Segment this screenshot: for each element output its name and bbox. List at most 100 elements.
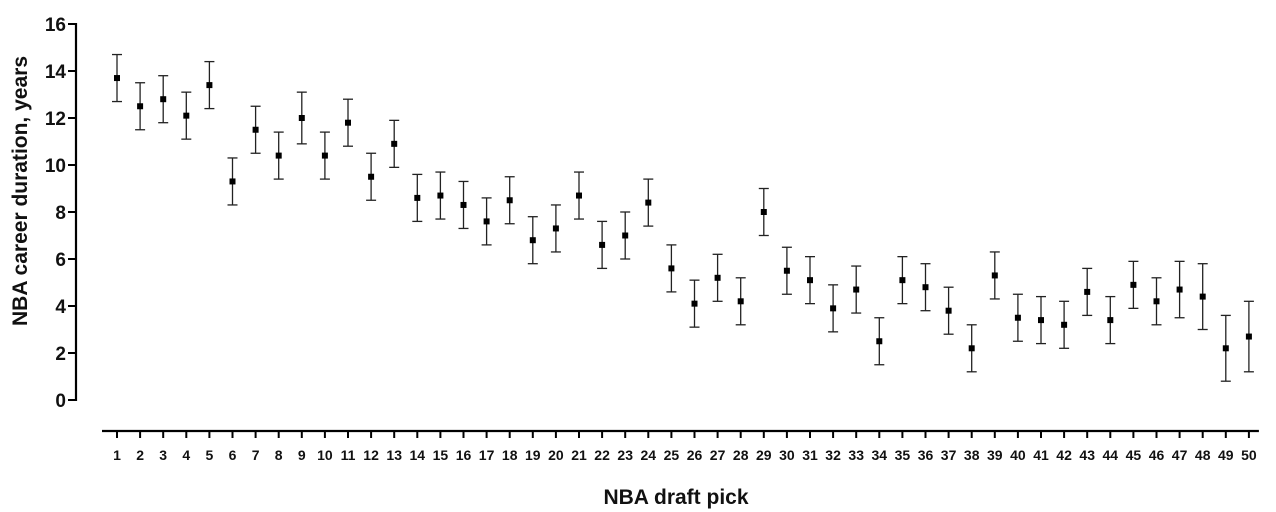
mean-marker: [275, 152, 282, 159]
x-tick-label: 44: [1103, 447, 1119, 463]
data-point: [181, 91, 192, 140]
data-point: [458, 180, 469, 230]
data-point: [435, 171, 446, 220]
x-tick-label: 18: [502, 447, 518, 463]
mean-marker: [529, 237, 536, 244]
data-point: [920, 263, 931, 312]
data-point: [897, 255, 908, 305]
x-tick-label: 38: [964, 447, 980, 463]
x-tick-label: 22: [594, 447, 610, 463]
mean-marker: [1176, 286, 1183, 293]
mean-marker: [114, 75, 120, 82]
y-tick-label: 10: [45, 156, 66, 177]
x-tick-label: 34: [872, 447, 888, 463]
mean-marker: [714, 274, 721, 281]
y-tick-label: 4: [55, 297, 66, 318]
x-tick-label: 31: [802, 447, 818, 463]
data-point: [135, 82, 146, 131]
x-tick-label: 43: [1079, 447, 1095, 463]
x-tick-label: 23: [617, 447, 633, 463]
mean-marker: [737, 298, 744, 305]
x-tick-label: 35: [895, 447, 911, 463]
x-tick-label: 20: [548, 447, 564, 463]
mean-marker: [1084, 288, 1091, 295]
data-point: [828, 284, 839, 333]
mean-marker: [991, 272, 998, 279]
data-point: [343, 98, 353, 147]
x-tick-label: 48: [1195, 447, 1211, 463]
mean-marker: [229, 178, 236, 185]
x-tick-label: 45: [1126, 447, 1142, 463]
data-point: [319, 131, 330, 180]
x-tick-label: 30: [779, 447, 795, 463]
mean-marker: [483, 218, 490, 225]
data-point: [666, 244, 677, 293]
data-point: [296, 91, 307, 145]
x-axis: 1 2 3 4 5 6 7 8 9 10 11 12 13 14 15 16 17 18 19 20 21 22 23 24 2…: [102, 429, 1259, 463]
x-tick-label: 46: [1149, 447, 1165, 463]
data-point: [943, 286, 954, 335]
mean-marker: [183, 112, 190, 119]
x-tick-label: 19: [525, 447, 541, 463]
mean-marker: [830, 305, 837, 312]
plot-area: [112, 53, 1254, 382]
data-point: [504, 176, 515, 225]
data-point: [1151, 277, 1162, 326]
x-tick-label: 42: [1056, 447, 1072, 463]
x-tick-label: 4: [182, 447, 190, 463]
x-tick-label: 50: [1241, 447, 1257, 463]
mean-marker: [1245, 333, 1252, 340]
mean-marker: [1014, 314, 1021, 321]
x-tick-label: 3: [159, 447, 167, 463]
mean-marker: [552, 225, 559, 232]
mean-marker: [622, 232, 629, 239]
x-tick-label: 40: [1010, 447, 1026, 463]
data-point: [781, 246, 792, 295]
mean-marker: [391, 140, 398, 147]
x-tick-label: 13: [386, 447, 402, 463]
mean-marker: [945, 307, 952, 314]
mean-marker: [321, 152, 328, 159]
y-tick-label: 12: [45, 109, 66, 130]
mean-marker: [576, 192, 582, 199]
data-point: [481, 197, 492, 246]
y-tick-label: 6: [55, 250, 66, 271]
y-tick-label: 16: [45, 15, 66, 36]
y-tick-label: 8: [55, 203, 66, 224]
data-point: [1197, 263, 1208, 331]
mean-marker: [506, 197, 513, 204]
x-tick-label: 26: [687, 447, 703, 463]
mean-marker: [1061, 321, 1068, 328]
data-point: [1012, 293, 1023, 342]
mean-marker: [968, 345, 975, 352]
data-point: [758, 187, 769, 237]
x-tick-label: 16: [456, 447, 472, 463]
mean-marker: [345, 119, 351, 126]
mean-marker: [1107, 317, 1114, 324]
mean-marker: [252, 126, 259, 133]
mean-marker: [137, 103, 144, 110]
mean-marker: [760, 209, 767, 215]
data-point: [574, 171, 584, 220]
data-point: [550, 204, 561, 253]
data-point: [805, 255, 815, 305]
x-tick-label: 1: [113, 447, 121, 463]
y-axis: 0 2 4 6 8 10 12 14 16: [45, 15, 78, 412]
data-point: [735, 277, 746, 326]
data-point: [712, 253, 723, 302]
data-point: [689, 279, 700, 328]
mean-marker: [160, 96, 167, 103]
y-tick-label: 2: [55, 344, 66, 365]
data-point: [597, 220, 608, 270]
x-tick-label: 2: [136, 447, 144, 463]
y-tick-label: 14: [45, 62, 67, 83]
x-tick-label: 49: [1218, 447, 1234, 463]
mean-marker: [206, 82, 213, 89]
data-point: [1243, 300, 1254, 373]
x-tick-label: 5: [206, 447, 214, 463]
mean-marker: [298, 115, 305, 121]
data-point: [1082, 267, 1093, 317]
data-point: [366, 152, 377, 201]
x-tick-label: 10: [317, 447, 333, 463]
